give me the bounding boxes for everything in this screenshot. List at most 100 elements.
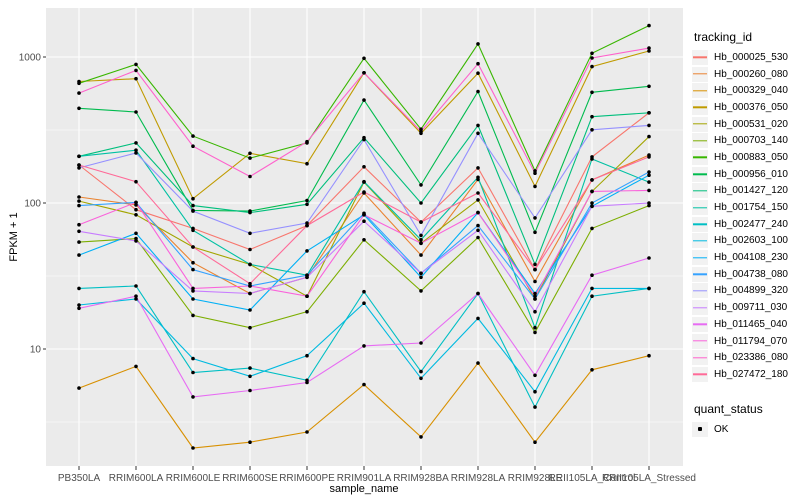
- line-key-icon: [692, 49, 708, 65]
- data-point: [305, 380, 309, 385]
- data-point: [362, 71, 366, 75]
- data-point: [362, 190, 366, 194]
- line-key-icon: [692, 166, 708, 182]
- line-key-icon: [692, 350, 708, 366]
- data-point: [77, 222, 81, 227]
- data-point: [134, 76, 138, 81]
- line-key-icon: [692, 66, 708, 82]
- data-point: [362, 382, 366, 387]
- data-point: [590, 189, 594, 194]
- data-point: [134, 151, 138, 155]
- data-point: [476, 89, 480, 94]
- legend-item-Hb_002603_100: Hb_002603_100: [692, 233, 800, 250]
- line-key-icon: [692, 99, 708, 115]
- data-point: [476, 316, 480, 321]
- data-point: [419, 238, 423, 242]
- data-point: [248, 440, 252, 445]
- data-point: [134, 110, 138, 114]
- data-point: [77, 91, 81, 95]
- data-point: [476, 131, 480, 136]
- data-point: [476, 42, 480, 46]
- line-key-icon: [692, 283, 708, 299]
- line-key-icon: [692, 316, 708, 332]
- data-point: [248, 291, 252, 296]
- data-point: [590, 56, 594, 60]
- data-point: [248, 262, 252, 267]
- data-point: [248, 247, 252, 252]
- data-point: [419, 233, 423, 238]
- data-point: [305, 139, 309, 144]
- x-tick-label: PB350LA: [58, 473, 101, 484]
- data-point: [533, 291, 537, 296]
- data-point: [647, 203, 651, 208]
- data-point: [191, 144, 195, 148]
- quant-status-legend: quant_status OK: [692, 402, 800, 438]
- line-key-icon: [692, 266, 708, 282]
- x-tick-label: RRIM600LA: [109, 473, 164, 484]
- data-point: [134, 213, 138, 217]
- data-point: [419, 376, 423, 381]
- y-axis-title: FPKM + 1: [8, 212, 20, 262]
- data-point: [647, 256, 651, 260]
- data-point: [77, 286, 81, 291]
- data-point: [305, 353, 309, 358]
- legend-item-Hb_000531_020: Hb_000531_020: [692, 116, 800, 133]
- line-key-icon: [692, 366, 708, 382]
- data-point: [77, 306, 81, 311]
- data-point: [191, 203, 195, 208]
- legend-item-label: Hb_000956_010: [714, 168, 788, 180]
- data-point: [77, 203, 81, 208]
- data-point: [305, 198, 309, 203]
- legend-item-label: Hb_000376_050: [714, 101, 788, 113]
- data-point: [647, 201, 651, 205]
- legend-items: Hb_000025_530 Hb_000260_080 Hb_000329_040 H…: [692, 49, 800, 383]
- data-point: [305, 249, 309, 253]
- legend-item-Hb_011794_070: Hb_011794_070: [692, 333, 800, 350]
- data-point: [590, 273, 594, 278]
- data-point: [248, 210, 252, 215]
- legend-item-Hb_000025_530: Hb_000025_530: [692, 49, 800, 66]
- data-point: [590, 114, 594, 119]
- data-point: [533, 216, 537, 220]
- data-point: [533, 389, 537, 394]
- data-point: [191, 370, 195, 375]
- legend-item-label: Hb_000329_040: [714, 85, 788, 97]
- legend-item-label: Hb_000531_020: [714, 118, 788, 130]
- legend-item-label: Hb_001427_120: [714, 185, 788, 197]
- data-point: [590, 226, 594, 231]
- line-key-icon: [692, 200, 708, 216]
- data-point: [77, 240, 81, 244]
- legend-item-label: Hb_002477_240: [714, 218, 788, 230]
- x-tick-label: RRIM600PE: [279, 473, 335, 484]
- data-point: [77, 166, 81, 170]
- data-point: [476, 291, 480, 296]
- data-point: [476, 166, 480, 170]
- tracking-id-legend: tracking_id Hb_000025_530 Hb_000260_080 Hb…: [692, 30, 800, 383]
- data-point: [533, 325, 537, 330]
- data-point: [533, 297, 537, 301]
- data-point: [419, 129, 423, 134]
- data-point: [533, 373, 537, 378]
- legend-item-label: Hb_023386_080: [714, 352, 788, 364]
- x-tick-label: RRII105LA_Control: [549, 473, 636, 484]
- data-point: [647, 180, 651, 184]
- line-key-icon: [692, 133, 708, 149]
- data-point: [362, 289, 366, 294]
- data-point: [590, 368, 594, 372]
- data-point: [533, 440, 537, 445]
- data-point: [305, 275, 309, 280]
- x-axis-title: sample_name: [329, 483, 399, 495]
- data-point: [419, 241, 423, 246]
- legend-item-label: Hb_011465_040: [714, 318, 788, 330]
- data-point: [191, 196, 195, 201]
- data-point: [362, 98, 366, 102]
- data-point: [362, 301, 366, 306]
- data-point: [248, 366, 252, 370]
- data-point: [419, 275, 423, 280]
- data-point: [191, 395, 195, 399]
- legend-item-Hb_000956_010: Hb_000956_010: [692, 166, 800, 183]
- legend-item-ok: OK: [692, 421, 800, 438]
- data-point: [248, 374, 252, 379]
- data-point: [476, 210, 480, 215]
- line-key-icon: [692, 216, 708, 232]
